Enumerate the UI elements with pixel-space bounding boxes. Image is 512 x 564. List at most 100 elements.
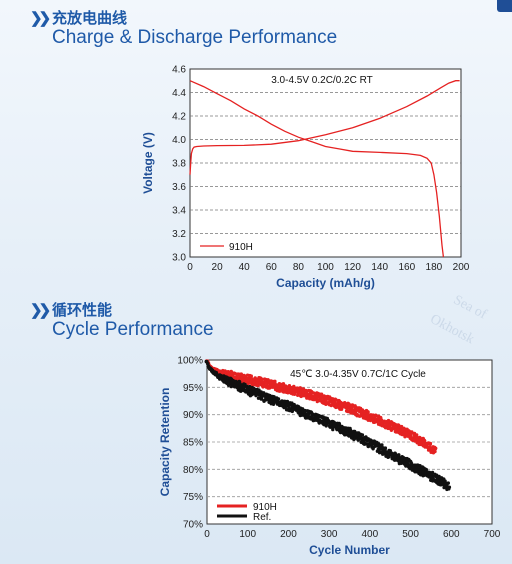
data-point-910H (363, 416, 368, 421)
data-point-910H (259, 378, 264, 382)
data-point-910H (284, 390, 289, 394)
data-point-910H (372, 419, 376, 423)
data-point-Ref (420, 470, 425, 474)
data-point-Ref (235, 385, 239, 390)
data-point-910H (355, 412, 359, 417)
data-point-Ref (205, 359, 209, 364)
data-point-910H (339, 407, 344, 411)
data-point-Ref (444, 485, 448, 489)
data-point-Ref (300, 407, 304, 412)
data-point-910H (384, 421, 388, 425)
data-point-Ref (335, 421, 340, 425)
data-point-910H (221, 374, 226, 379)
data-point-910H (418, 438, 422, 442)
data-point-Ref (445, 484, 449, 488)
data-point-Ref (218, 377, 222, 381)
data-point-Ref (435, 479, 439, 483)
data-point-Ref (231, 378, 235, 383)
data-point-Ref (383, 447, 387, 451)
data-point-910H (207, 363, 211, 367)
data-point-Ref (226, 381, 231, 385)
data-point-Ref (321, 421, 325, 425)
data-point-Ref (344, 426, 348, 430)
data-point-910H (248, 377, 252, 381)
data-point-Ref (318, 420, 322, 424)
data-point-Ref (307, 412, 311, 416)
data-point-Ref (389, 451, 394, 456)
data-point-Ref (206, 362, 210, 366)
data-point-910H (324, 398, 328, 402)
data-point-910H (413, 436, 417, 440)
data-point-Ref (391, 452, 395, 456)
data-point-Ref (305, 416, 309, 420)
data-point-910H (407, 429, 411, 433)
data-point-Ref (239, 389, 243, 393)
data-point-910H (235, 375, 239, 379)
data-point-Ref (213, 370, 217, 374)
data-point-Ref (386, 451, 390, 455)
data-point-910H (313, 392, 318, 396)
data-point-Ref (290, 401, 294, 405)
data-point-Ref (366, 437, 370, 441)
data-point-910H (383, 426, 388, 430)
data-point-910H (360, 410, 365, 414)
data-point-Ref (293, 405, 298, 409)
data-point-Ref (370, 445, 374, 449)
data-point-Ref (219, 375, 223, 380)
data-point-Ref (320, 415, 325, 419)
data-point-910H (370, 413, 374, 417)
data-point-910H (316, 399, 320, 403)
data-point-910H (403, 435, 407, 439)
data-point-Ref (356, 438, 360, 442)
data-point-Ref (233, 385, 237, 389)
data-point-910H (242, 377, 246, 382)
data-point-Ref (265, 396, 269, 400)
data-point-Ref (245, 386, 249, 391)
data-point-910H (379, 417, 383, 421)
data-point-Ref (289, 403, 293, 407)
data-point-910H (330, 398, 334, 402)
data-point-910H (305, 396, 309, 400)
data-point-Ref (416, 463, 420, 467)
data-point-Ref (331, 427, 335, 432)
data-point-Ref (329, 421, 333, 425)
data-point-Ref (336, 423, 341, 427)
data-point-Ref (270, 397, 274, 401)
data-point-910H (223, 369, 227, 373)
data-point-910H (296, 389, 300, 393)
data-point-910H (229, 369, 233, 374)
data-point-Ref (328, 423, 332, 428)
data-point-Ref (357, 434, 361, 438)
data-point-Ref (311, 417, 315, 421)
data-point-910H (287, 384, 292, 388)
data-point-910H (380, 421, 384, 426)
data-point-Ref (378, 447, 382, 451)
data-point-Ref (380, 444, 384, 448)
data-point-Ref (400, 455, 404, 459)
data-point-Ref (252, 388, 256, 392)
data-point-910H (298, 386, 302, 390)
data-point-910H (233, 376, 237, 380)
data-point-Ref (413, 466, 418, 470)
data-point-Ref (220, 377, 224, 381)
data-point-Ref (348, 434, 353, 438)
data-point-910H (338, 403, 343, 408)
data-point-910H (361, 413, 365, 418)
data-point-Ref (433, 479, 438, 483)
data-point-910H (205, 361, 210, 365)
data-point-910H (244, 378, 248, 383)
data-point-910H (242, 378, 246, 382)
data-point-Ref (204, 359, 208, 364)
data-point-910H (314, 392, 318, 396)
data-point-Ref (246, 385, 250, 390)
data-point-910H (306, 392, 311, 397)
data-point-910H (217, 370, 222, 374)
data-point-910H (326, 396, 330, 401)
data-point-Ref (217, 373, 221, 377)
data-point-Ref (397, 455, 401, 460)
data-point-Ref (337, 428, 342, 432)
data-point-910H (278, 388, 283, 392)
data-point-910H (422, 443, 426, 447)
data-point-Ref (286, 401, 290, 406)
data-point-Ref (308, 415, 312, 420)
